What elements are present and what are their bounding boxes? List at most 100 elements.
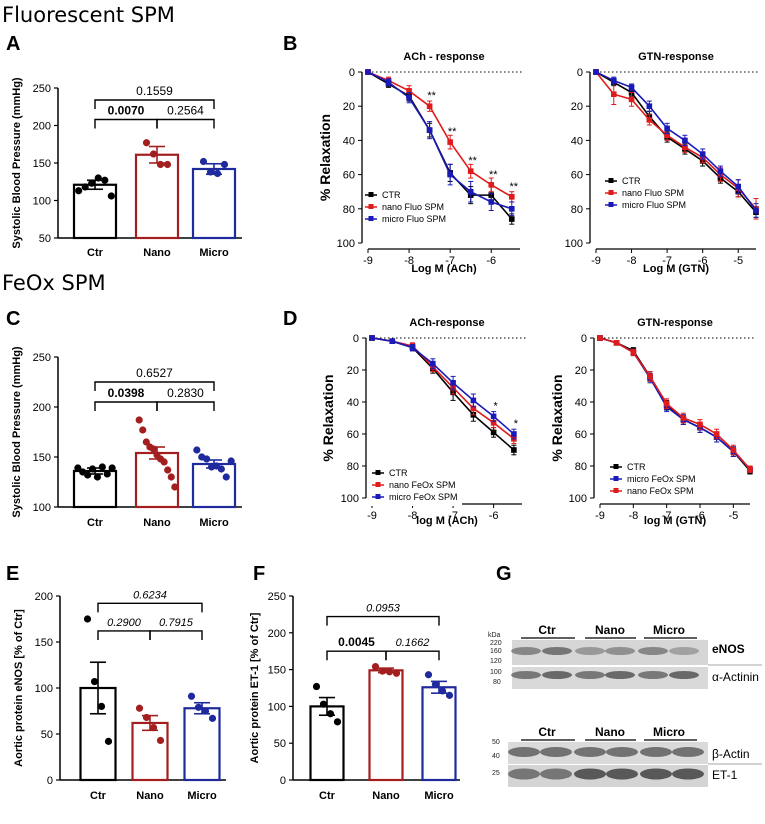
y-tick-label: 100 <box>268 701 286 713</box>
y-axis-label: % Relaxation <box>320 374 336 461</box>
y-tick-label: 100 <box>337 238 355 250</box>
y-axis-label: % Relaxation <box>549 374 565 461</box>
legend-marker <box>375 494 381 499</box>
blot-band <box>542 647 572 655</box>
significance-bracket <box>94 381 215 391</box>
x-tick-label: -7 <box>662 510 672 522</box>
significance-bracket <box>94 99 215 109</box>
legend-label: nano Fluo SPM <box>622 188 684 198</box>
x-tick-label: -8 <box>628 510 638 522</box>
data-point <box>699 151 706 157</box>
data-point <box>447 139 453 145</box>
y-tick-label: 20 <box>571 101 583 113</box>
y-tick-label: 200 <box>35 591 53 603</box>
blot-band <box>638 647 668 655</box>
x-tick-label: -7 <box>662 255 672 267</box>
x-axis-label: log M (GTN) <box>644 515 707 527</box>
data-point <box>508 206 515 212</box>
legend-marker <box>613 464 619 469</box>
data-point <box>467 188 474 195</box>
data-point <box>203 455 211 463</box>
series-line <box>599 337 751 470</box>
data-point <box>424 671 433 679</box>
data-point <box>227 457 235 465</box>
legend-label: CTR <box>622 176 641 186</box>
data-point <box>369 335 375 341</box>
y-tick-label: 20 <box>575 365 587 377</box>
data-point <box>83 615 92 623</box>
chart-title: ACh-response <box>409 317 484 329</box>
chart-panel-d-gtn: GTN-response 0 20 40 60 80 100 -9 -8 -7 -6 -5 log M … <box>549 317 754 527</box>
x-axis-label: log M (ACh) <box>416 515 478 527</box>
data-point <box>84 471 92 479</box>
section-title-fluorescent: Fluorescent SPM <box>2 3 175 27</box>
y-axis-label: Aortic protein eNOS [% of Ctr] <box>13 609 25 767</box>
y-tick-label: 100 <box>33 502 51 514</box>
blot-band <box>508 768 540 780</box>
y-tick-label: 60 <box>571 170 583 182</box>
data-point <box>406 88 412 94</box>
y-tick-label: 250 <box>268 591 286 603</box>
x-tick-label: -9 <box>595 510 605 522</box>
x-axis-label: Log M (GTN) <box>643 263 709 275</box>
x-tick-label: -7 <box>448 510 458 522</box>
y-tick-label: 200 <box>268 628 286 640</box>
y-tick-label: 0 <box>581 333 587 345</box>
data-point <box>75 187 83 195</box>
y-axis-label: % Relaxation <box>317 114 333 201</box>
data-point <box>647 373 653 380</box>
chart-panel-e: 0 50 100 150 200 Aortic protein eNOS [% of Ct… <box>13 589 226 802</box>
data-point <box>220 160 229 169</box>
y-tick-label: 80 <box>347 461 359 473</box>
category-label: Micro <box>199 517 229 529</box>
data-point <box>447 171 453 178</box>
significance-bracket <box>97 630 151 640</box>
series-line <box>599 337 751 472</box>
y-axis-label: Aortic protein ET-1 [% of Ctr] <box>249 612 261 763</box>
y-tick-label: 150 <box>33 158 51 170</box>
data-point <box>142 713 151 722</box>
data-point <box>213 169 222 178</box>
blot-bands-top <box>511 647 699 679</box>
blot-band <box>640 768 672 780</box>
x-tick-label: -6 <box>695 510 705 522</box>
y-tick-label: 150 <box>35 637 53 649</box>
data-point <box>163 160 172 169</box>
blot-band <box>672 747 704 757</box>
data-point <box>97 702 106 711</box>
blot-band <box>540 768 572 780</box>
data-point <box>108 464 116 472</box>
y-tick-label: 50 <box>41 729 53 741</box>
data-point <box>490 413 497 420</box>
y-tick-label: 20 <box>347 365 359 377</box>
data-point <box>326 710 335 718</box>
bar <box>191 167 237 240</box>
data-point <box>333 718 342 726</box>
data-point <box>593 69 599 75</box>
x-tick-label: -8 <box>408 510 418 522</box>
data-point <box>663 400 670 407</box>
western-blot-panel: Ctr Nano Micro kDa 220 160 120 100 80 eN… <box>488 623 762 787</box>
data-point <box>508 216 515 222</box>
blot-band-label-actinin: α-Actinin <box>712 670 759 684</box>
data-point <box>430 360 436 367</box>
category-label: Ctr <box>87 517 104 529</box>
legend-label: nano FeOx SPM <box>389 480 456 490</box>
y-axis-label: Systolic Blood Pressure (mmHg) <box>11 77 23 248</box>
data-point <box>597 335 603 341</box>
blot-band <box>508 747 540 757</box>
blot-group-label: Ctr <box>538 623 556 637</box>
series-line <box>367 71 513 210</box>
bar <box>131 721 169 782</box>
data-point <box>142 139 151 147</box>
blot-band <box>574 768 606 780</box>
data-point <box>747 466 753 472</box>
blot-group-label: Ctr <box>538 725 556 739</box>
chart-panel-a: 50 100 150 200 250 Systolic Blood Pressure (m… <box>11 77 242 259</box>
data-point <box>392 669 401 677</box>
y-tick-label: 100 <box>569 493 587 505</box>
legend-marker <box>375 482 381 487</box>
significance-marker: ** <box>489 169 498 181</box>
blot-band <box>511 647 541 655</box>
x-tick-label: -6 <box>486 255 496 267</box>
